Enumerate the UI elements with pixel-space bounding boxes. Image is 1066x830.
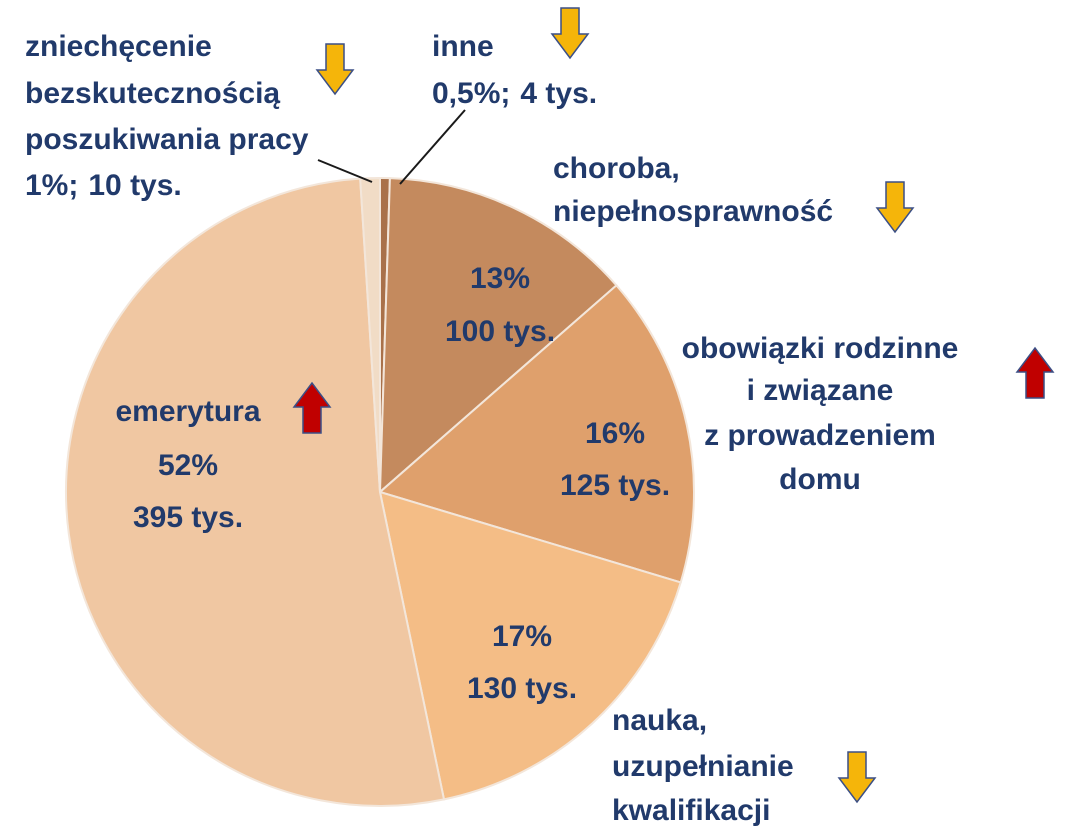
value-label: 1%;	[25, 169, 78, 202]
value-label: 0,5%;	[432, 77, 510, 110]
value-label: 0,5%; 4 tys.	[432, 77, 597, 110]
pie-slice	[378, 490, 682, 801]
trend-arrow	[1015, 346, 1055, 399]
slice-label: uzupełnianie	[612, 750, 794, 783]
value-label: 17%	[492, 620, 552, 653]
count-label: 10 tys.	[88, 169, 181, 202]
slice-label: inne	[432, 30, 494, 63]
count-label: 130 tys.	[467, 672, 577, 705]
slice-label: niepełnosprawność	[553, 195, 833, 228]
slice-label: zniechęcenie	[25, 30, 212, 63]
value-label: 52%	[158, 449, 218, 482]
value-label: 16%	[585, 417, 645, 450]
count-label: 100 tys.	[445, 315, 555, 348]
leader-line	[317, 159, 373, 183]
value-label: 1%; 10 tys.	[25, 169, 182, 202]
pie-slice	[377, 283, 695, 584]
trend-arrow	[315, 43, 355, 96]
leader-line	[399, 109, 466, 185]
value-label: 13%	[470, 262, 530, 295]
trend-arrow	[550, 7, 590, 60]
count-label: 395 tys.	[133, 501, 243, 534]
slice-label: domu	[779, 463, 861, 496]
pie-slice	[65, 177, 446, 807]
trend-arrow	[837, 751, 877, 804]
trend-arrow	[292, 381, 332, 434]
pie-slice	[359, 176, 381, 493]
slice-label: i związane	[747, 374, 894, 407]
slice-label: poszukiwania pracy	[25, 123, 309, 156]
slice-label: kwalifikacji	[612, 794, 770, 827]
count-label: 4 tys.	[520, 77, 597, 110]
slice-label: nauka,	[612, 704, 707, 737]
slice-label: z prowadzeniem	[704, 419, 936, 452]
count-label: 125 tys.	[560, 469, 670, 502]
slice-label: emerytura	[115, 395, 260, 428]
slice-label: obowiązki rodzinne	[682, 332, 959, 365]
slice-label: choroba,	[553, 152, 680, 185]
pie-slice	[378, 177, 618, 495]
slice-label: bezskutecznością	[25, 77, 280, 110]
trend-arrow	[875, 181, 915, 234]
